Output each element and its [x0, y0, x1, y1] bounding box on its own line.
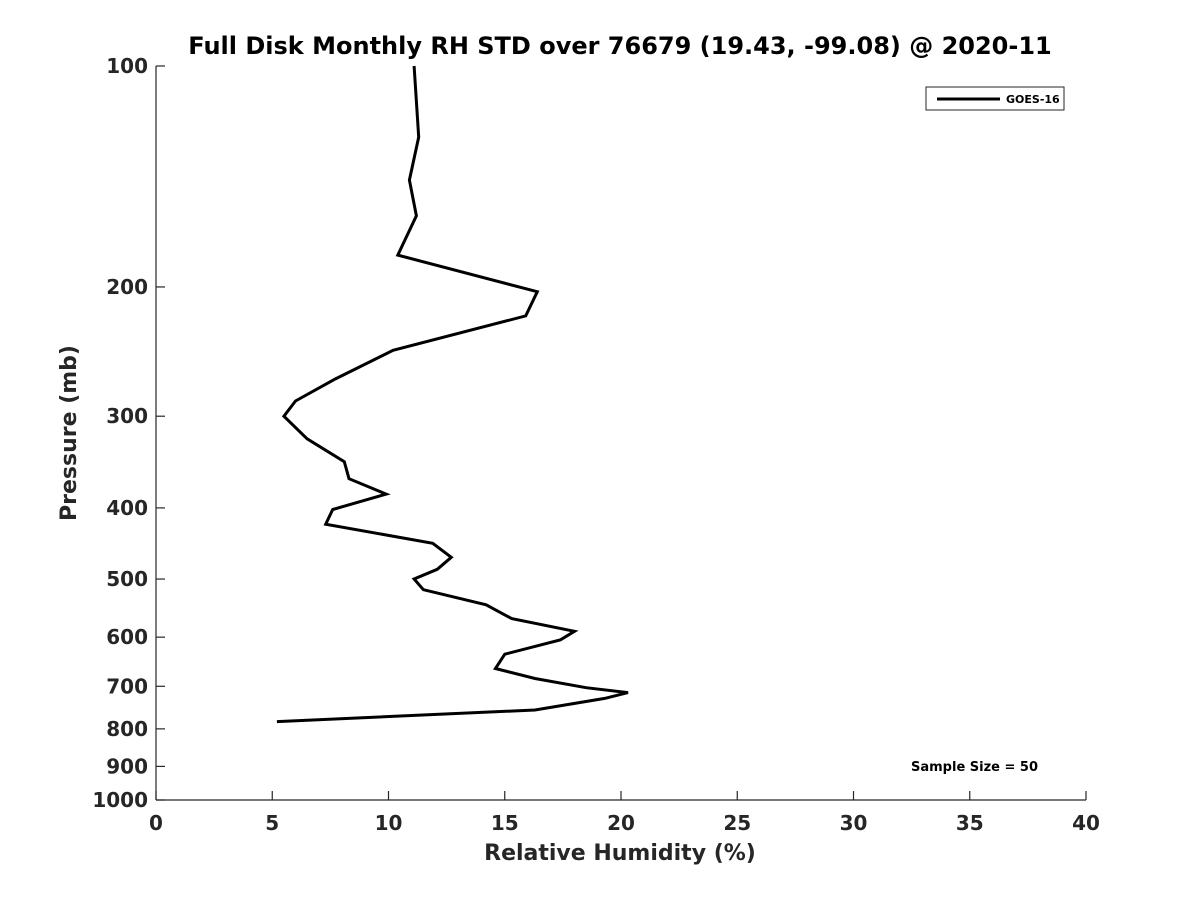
x-tick-label: 35: [956, 811, 984, 835]
y-tick-label: 500: [106, 567, 148, 591]
series-line: [276, 65, 629, 724]
sample-size-annotation: Sample Size = 50: [911, 760, 1038, 775]
chart-title: Full Disk Monthly RH STD over 76679 (19.…: [188, 32, 1051, 60]
x-tick-label: 25: [723, 811, 751, 835]
x-tick-label: 30: [840, 811, 868, 835]
y-tick-label: 700: [106, 674, 148, 698]
x-ticks: 0 5 10 15 20 25 30 35 40: [149, 791, 1100, 835]
y-tick-label: 400: [106, 496, 148, 520]
y-tick-label: 100: [106, 54, 148, 78]
x-tick-label: 5: [265, 811, 279, 835]
y-tick-label: 200: [106, 275, 148, 299]
series-layer: [276, 65, 629, 724]
y-tick-label: 900: [106, 754, 148, 778]
x-tick-label: 15: [491, 811, 519, 835]
x-tick-label: 0: [149, 811, 163, 835]
y-tick-label: 600: [106, 625, 148, 649]
y-ticks: 100 200 300 400 500 600 700 800 900 1000: [92, 54, 165, 812]
legend-label: GOES-16: [1006, 93, 1060, 106]
y-tick-label: 800: [106, 717, 148, 741]
y-tick-label: 300: [106, 404, 148, 428]
legend: GOES-16: [925, 86, 1065, 111]
axes: [155, 66, 1086, 801]
x-tick-label: 40: [1072, 811, 1100, 835]
x-tick-label: 10: [375, 811, 403, 835]
y-tick-label: 1000: [92, 788, 148, 812]
x-tick-label: 20: [607, 811, 635, 835]
x-axis-label: Relative Humidity (%): [484, 841, 756, 866]
y-axis-label: Pressure (mb): [57, 345, 82, 521]
